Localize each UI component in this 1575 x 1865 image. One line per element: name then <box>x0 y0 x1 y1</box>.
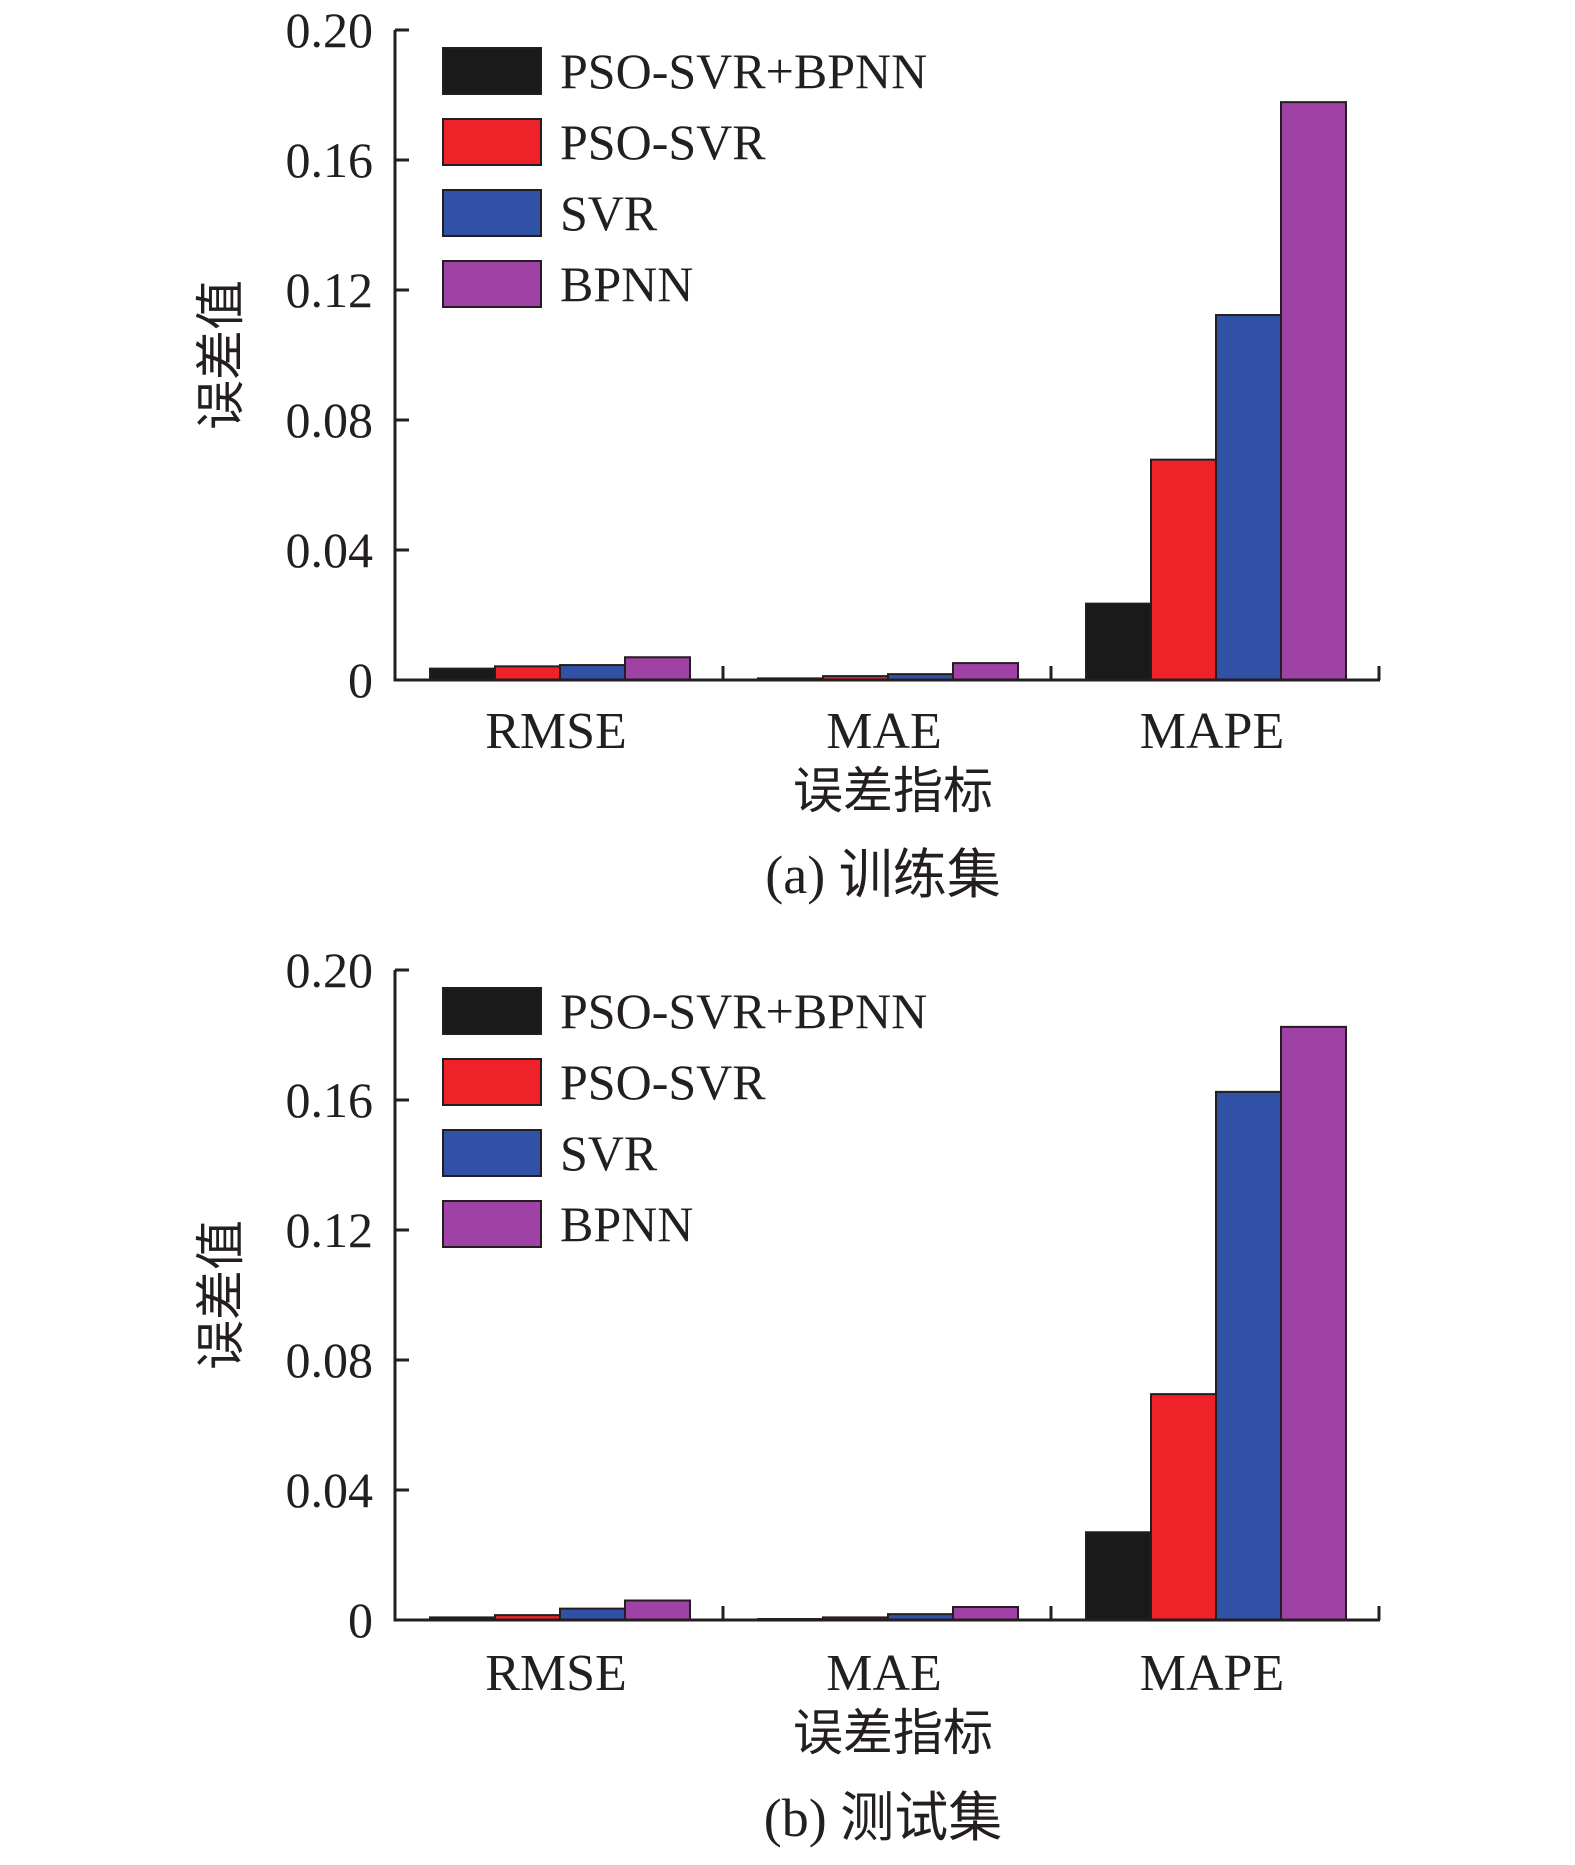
chart-test-set: 0 0.04 0.08 0.12 0.16 0.20 RMSE MAE MAPE 误差指标 误差值 P… <box>193 942 1381 1848</box>
legend-label: SVR <box>560 1125 658 1181</box>
y-tick-label: 0 <box>348 1592 373 1648</box>
legend-swatch <box>442 1129 542 1177</box>
y-tick-label: 0.20 <box>286 942 374 998</box>
legend-label: PSO-SVR+BPNN <box>560 43 927 99</box>
legend: PSO-SVR+BPNN PSO-SVR SVR BPNN <box>442 43 927 312</box>
legend: PSO-SVR+BPNN PSO-SVR SVR BPNN <box>442 983 927 1252</box>
legend-swatch <box>442 987 542 1035</box>
bar-mape-pso-svr <box>1150 458 1217 681</box>
x-category-label: RMSE <box>485 703 627 760</box>
bar-mape-svr <box>1215 1090 1282 1621</box>
x-category-label: RMSE <box>485 1645 627 1702</box>
legend-swatch <box>442 1058 542 1106</box>
legend-label: PSO-SVR <box>560 1054 766 1110</box>
chart-caption: (b) 测试集 <box>764 1788 1002 1848</box>
legend-label: BPNN <box>560 1196 693 1252</box>
bar-mae-bpnn <box>952 1606 1019 1621</box>
bar-rmse-svr <box>559 664 626 681</box>
y-tick-label: 0 <box>348 652 373 708</box>
bar-rmse-pso-svr-bpnn <box>429 667 496 681</box>
legend-swatch <box>442 189 542 237</box>
legend-label: SVR <box>560 185 658 241</box>
x-category-label: MAE <box>826 1645 942 1702</box>
chart-training-set: 0 0.04 0.08 0.12 0.16 0.20 RMSE MAE MAPE 误差指标 误差值 P… <box>193 2 1381 905</box>
x-axis-title: 误差指标 <box>793 1705 993 1761</box>
y-tick-label: 0.12 <box>286 1202 374 1258</box>
bar-rmse-bpnn <box>624 656 691 681</box>
bar-rmse-pso-svr <box>494 665 561 681</box>
bar-rmse-bpnn <box>624 1599 691 1621</box>
y-tick-label: 0.12 <box>286 262 374 318</box>
bar-rmse-svr <box>559 1607 626 1621</box>
y-axis-title: 误差值 <box>193 1220 249 1370</box>
legend-swatch <box>442 118 542 166</box>
x-category-label: MAPE <box>1140 703 1284 760</box>
chart-caption: (a) 训练集 <box>765 845 1000 905</box>
bar-mape-pso-svr-bpnn <box>1085 1531 1152 1621</box>
bar-mae-bpnn <box>952 662 1019 681</box>
x-category-label: MAPE <box>1140 1645 1284 1702</box>
x-axis-title: 误差指标 <box>793 763 993 819</box>
legend-swatch <box>442 47 542 95</box>
y-tick-label: 0.16 <box>286 132 374 188</box>
bar-mape-pso-svr <box>1150 1393 1217 1621</box>
legend-swatch <box>442 260 542 308</box>
y-tick-label: 0.16 <box>286 1072 374 1128</box>
legend-label: BPNN <box>560 256 693 312</box>
legend-label: PSO-SVR+BPNN <box>560 983 927 1039</box>
y-tick-label: 0.20 <box>286 2 374 58</box>
y-tick-label: 0.08 <box>286 1332 374 1388</box>
y-tick-label: 0.04 <box>286 1462 374 1518</box>
x-category-label: MAE <box>826 703 942 760</box>
bar-mape-bpnn <box>1280 1025 1347 1621</box>
bar-mape-svr <box>1215 314 1282 681</box>
legend-label: PSO-SVR <box>560 114 766 170</box>
y-axis-title: 误差值 <box>193 280 249 430</box>
bar-mape-bpnn <box>1280 101 1347 681</box>
bar-mape-pso-svr-bpnn <box>1085 602 1152 681</box>
legend-swatch <box>442 1200 542 1248</box>
y-tick-label: 0.04 <box>286 522 374 578</box>
bars <box>429 1025 1347 1622</box>
y-tick-label: 0.08 <box>286 392 374 448</box>
